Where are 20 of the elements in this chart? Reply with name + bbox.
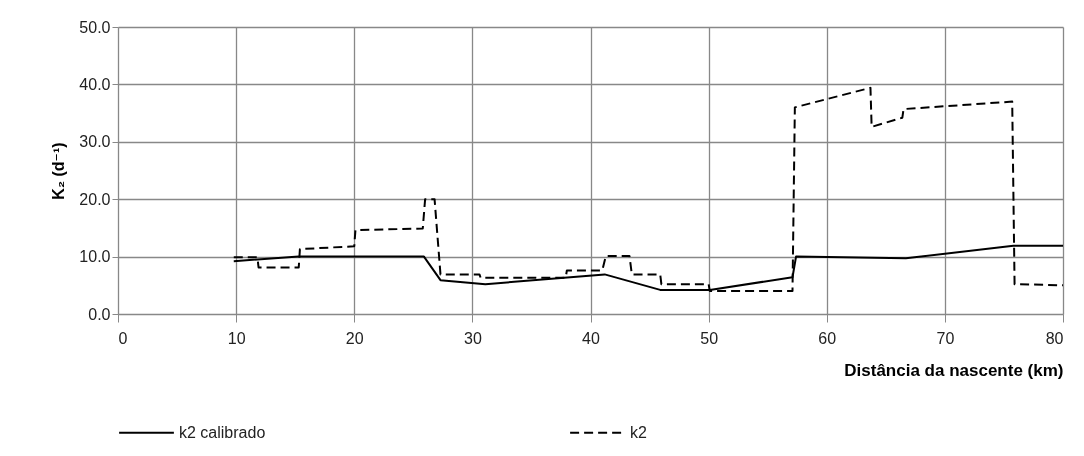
legend-label: k2 calibrado: [179, 423, 266, 441]
x-tick-label: 0: [118, 329, 128, 347]
x-tick-label: 40: [582, 329, 600, 347]
legend-label: k2: [630, 423, 647, 441]
x-tick-label: 80: [1045, 329, 1064, 347]
x-tick-label: 30: [463, 329, 482, 347]
y-tick-label: 20.0: [79, 190, 111, 208]
y-tick-label: 10.0: [79, 248, 111, 266]
x-tick-label: 60: [818, 329, 837, 347]
y-axis-title: K₂ (d⁻¹): [50, 142, 68, 200]
y-tick-label: 50.0: [79, 18, 111, 36]
x-tick-label: 50: [700, 329, 719, 347]
y-tick-label: 40.0: [79, 75, 111, 93]
y-tick-label: 0.0: [88, 305, 111, 323]
y-tick-label: 30.0: [79, 133, 111, 151]
x-tick-label: 20: [345, 329, 364, 347]
x-tick-label: 10: [227, 329, 246, 347]
x-axis-title: Distância da nascente (km): [844, 360, 1064, 380]
line-series: [232, 86, 1063, 293]
x-tick-label: 70: [936, 329, 955, 347]
